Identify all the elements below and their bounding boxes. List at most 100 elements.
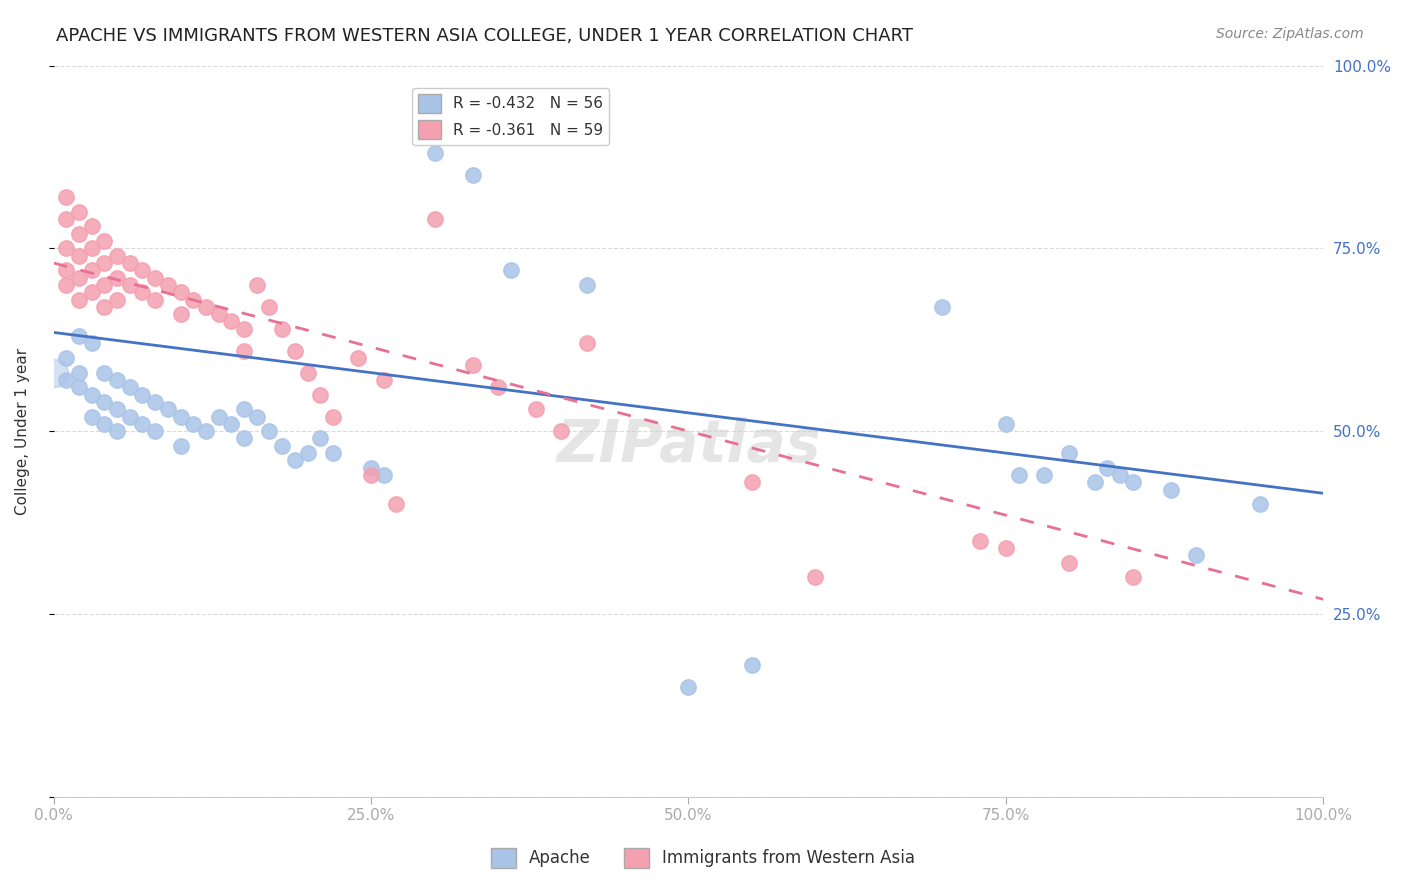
Point — [259, 300, 281, 314]
Point — [1059, 556, 1081, 570]
Point — [67, 270, 90, 285]
Point — [233, 432, 256, 446]
Point — [423, 212, 446, 227]
Point — [347, 351, 370, 365]
Point — [93, 256, 115, 270]
Point — [360, 460, 382, 475]
Point — [678, 680, 700, 694]
Point — [550, 424, 572, 438]
Point — [143, 293, 166, 307]
Point — [80, 263, 103, 277]
Point — [1097, 460, 1119, 475]
Point — [55, 373, 77, 387]
Text: Source: ZipAtlas.com: Source: ZipAtlas.com — [1216, 27, 1364, 41]
Point — [931, 300, 953, 314]
Point — [42, 366, 65, 380]
Point — [271, 439, 294, 453]
Point — [105, 424, 128, 438]
Point — [143, 270, 166, 285]
Point — [741, 658, 763, 673]
Point — [1122, 570, 1144, 584]
Point — [67, 227, 90, 241]
Point — [118, 380, 141, 394]
Point — [297, 366, 319, 380]
Point — [80, 387, 103, 401]
Point — [575, 336, 598, 351]
Point — [55, 263, 77, 277]
Point — [67, 249, 90, 263]
Point — [1032, 468, 1054, 483]
Text: APACHE VS IMMIGRANTS FROM WESTERN ASIA COLLEGE, UNDER 1 YEAR CORRELATION CHART: APACHE VS IMMIGRANTS FROM WESTERN ASIA C… — [56, 27, 914, 45]
Point — [461, 168, 484, 182]
Point — [55, 277, 77, 292]
Point — [284, 343, 307, 358]
Point — [297, 446, 319, 460]
Point — [741, 475, 763, 490]
Point — [221, 417, 243, 431]
Point — [1122, 475, 1144, 490]
Point — [969, 533, 991, 548]
Point — [994, 541, 1017, 555]
Point — [486, 380, 509, 394]
Point — [169, 439, 191, 453]
Point — [373, 468, 395, 483]
Point — [284, 453, 307, 467]
Point — [67, 329, 90, 343]
Point — [322, 446, 344, 460]
Point — [80, 336, 103, 351]
Point — [105, 373, 128, 387]
Point — [93, 234, 115, 248]
Point — [67, 293, 90, 307]
Point — [93, 395, 115, 409]
Point — [93, 417, 115, 431]
Point — [1007, 468, 1029, 483]
Point — [259, 424, 281, 438]
Point — [67, 366, 90, 380]
Point — [181, 417, 204, 431]
Point — [233, 402, 256, 417]
Point — [385, 497, 408, 511]
Point — [105, 293, 128, 307]
Point — [1185, 549, 1208, 563]
Point — [1084, 475, 1107, 490]
Point — [118, 409, 141, 424]
Point — [169, 285, 191, 300]
Point — [169, 307, 191, 321]
Point — [181, 293, 204, 307]
Point — [105, 249, 128, 263]
Point — [194, 300, 217, 314]
Point — [322, 409, 344, 424]
Point — [499, 263, 522, 277]
Point — [55, 351, 77, 365]
Point — [131, 387, 153, 401]
Point — [246, 277, 269, 292]
Text: ZIPatlas: ZIPatlas — [557, 417, 821, 475]
Point — [246, 409, 269, 424]
Point — [131, 417, 153, 431]
Point — [143, 395, 166, 409]
Point — [156, 402, 179, 417]
Point — [1109, 468, 1132, 483]
Point — [194, 424, 217, 438]
Point — [118, 277, 141, 292]
Point — [93, 277, 115, 292]
Point — [156, 277, 179, 292]
Point — [93, 300, 115, 314]
Point — [309, 387, 332, 401]
Point — [271, 322, 294, 336]
Point — [575, 277, 598, 292]
Point — [524, 402, 547, 417]
Point — [208, 409, 231, 424]
Point — [80, 219, 103, 234]
Point — [360, 468, 382, 483]
Point — [105, 270, 128, 285]
Point — [93, 366, 115, 380]
Legend: R = -0.432   N = 56, R = -0.361   N = 59: R = -0.432 N = 56, R = -0.361 N = 59 — [412, 87, 609, 145]
Point — [208, 307, 231, 321]
Point — [423, 146, 446, 161]
Legend: Apache, Immigrants from Western Asia: Apache, Immigrants from Western Asia — [484, 841, 922, 875]
Point — [1059, 446, 1081, 460]
Point — [80, 285, 103, 300]
Point — [55, 241, 77, 255]
Y-axis label: College, Under 1 year: College, Under 1 year — [15, 348, 30, 515]
